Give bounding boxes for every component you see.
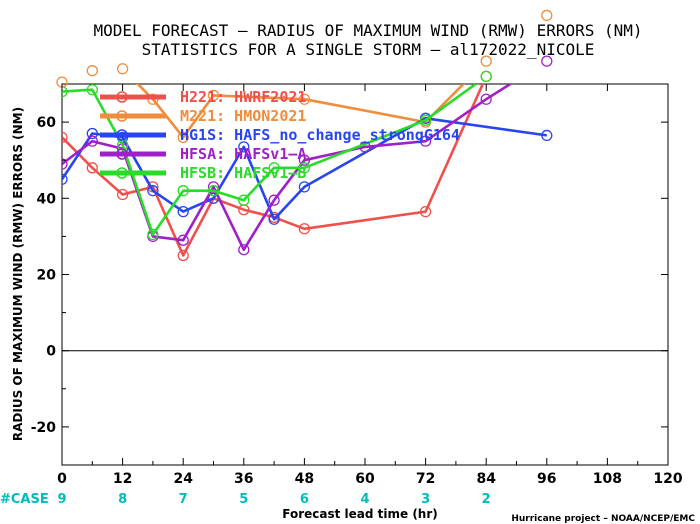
data-point xyxy=(116,63,129,75)
legend-label: HG1S: HAFS_no_change_strongG164 xyxy=(180,126,460,144)
data-point xyxy=(177,249,189,262)
legend-label: HFSA: HAFSv1–A xyxy=(180,145,306,163)
x-tick-label: 24 xyxy=(173,471,193,487)
credit: Hurricane project – NOAA/NCEP/EMC xyxy=(511,514,695,524)
legend-marker xyxy=(116,110,128,122)
chart-subtitle: STATISTICS FOR A SINGLE STORM – al172022… xyxy=(142,40,595,59)
x-tick-label: 96 xyxy=(537,471,556,487)
data-point xyxy=(480,55,492,67)
data-point xyxy=(419,135,432,147)
legend-label: H221: HWRF2021 xyxy=(180,88,306,106)
x-tick-label: 36 xyxy=(234,471,253,487)
y-tick-label: 60 xyxy=(37,115,57,131)
series-4 xyxy=(62,84,478,241)
series-line xyxy=(135,84,466,139)
case-count: 9 xyxy=(57,492,66,507)
data-point xyxy=(298,181,311,193)
data-point xyxy=(62,131,68,143)
data-point xyxy=(177,185,189,197)
x-tick-label: 12 xyxy=(113,471,132,487)
data-point xyxy=(298,223,311,235)
data-point xyxy=(541,129,553,142)
data-point xyxy=(268,194,280,206)
legend-marker xyxy=(116,148,128,160)
data-point xyxy=(147,228,159,241)
data-point xyxy=(62,158,68,170)
legend-label: HFSB: HAFSv1–B xyxy=(180,164,306,182)
data-point xyxy=(177,205,189,218)
y-axis-label: RADIUS OF MAXIMUM WIND (RMW) ERRORS (NM) xyxy=(11,107,25,441)
x-tick-label: 60 xyxy=(355,471,375,487)
data-point xyxy=(541,9,553,22)
data-point xyxy=(419,114,432,126)
data-point xyxy=(298,93,311,105)
data-point xyxy=(480,93,492,105)
data-point xyxy=(268,162,280,174)
outside-markers xyxy=(56,9,553,88)
x-tick-label: 72 xyxy=(416,471,435,487)
legend-item: M221: HMON2021 xyxy=(100,107,306,125)
data-point xyxy=(298,154,311,166)
case-count: 6 xyxy=(300,492,309,507)
data-point xyxy=(480,70,492,83)
data-point xyxy=(207,185,220,197)
x-axis-ticks: 0 12 24 36 48 60 72 84 96 108 120 xyxy=(57,84,683,487)
y-axis-ticks: -20 0 20 40 60 xyxy=(31,83,668,466)
legend-marker xyxy=(116,91,128,103)
data-point xyxy=(238,244,250,256)
x-tick-label: 84 xyxy=(476,471,496,487)
legend-item: HG1S: HAFS_no_change_strongG164 xyxy=(100,126,460,144)
x-axis-label: Forecast lead time (hr) xyxy=(282,507,438,521)
data-point xyxy=(298,162,311,174)
x-tick-label: 48 xyxy=(295,471,314,487)
case-count: 2 xyxy=(482,492,491,507)
case-count: 3 xyxy=(421,492,430,507)
x-tick-label: 120 xyxy=(653,471,682,487)
legend-item: HFSB: HAFSv1–B xyxy=(100,164,306,182)
case-count: 8 xyxy=(118,492,127,507)
y-tick-label: -20 xyxy=(31,420,57,436)
legend-marker xyxy=(116,129,128,141)
case-counts: 9 8 7 5 6 4 3 2 xyxy=(57,492,490,507)
data-point xyxy=(62,173,68,185)
y-tick-label: 20 xyxy=(37,268,57,284)
legend-item: H221: HWRF2021 xyxy=(100,88,306,106)
data-point xyxy=(177,131,189,143)
data-point xyxy=(86,162,98,174)
legend-item: HFSA: HAFSv1–A xyxy=(100,145,306,163)
data-point xyxy=(147,185,159,197)
case-count: 5 xyxy=(239,492,248,507)
case-label: #CASE xyxy=(0,492,49,507)
data-point xyxy=(86,65,98,77)
data-point xyxy=(86,135,98,147)
data-point xyxy=(238,141,250,153)
data-point xyxy=(86,127,98,140)
data-point xyxy=(86,84,98,96)
data-point xyxy=(177,234,189,246)
y-tick-label: 0 xyxy=(46,344,56,360)
case-count: 7 xyxy=(179,492,188,507)
x-tick-label: 0 xyxy=(57,471,67,487)
chart-title: MODEL FORECAST – RADIUS OF MAXIMUM WIND … xyxy=(93,21,642,40)
case-count: 4 xyxy=(360,492,369,507)
data-point xyxy=(419,205,432,218)
data-point xyxy=(207,89,220,102)
data-point xyxy=(541,55,553,67)
legend-marker xyxy=(116,167,128,179)
data-point xyxy=(62,85,68,98)
data-point xyxy=(238,194,250,206)
y-tick-label: 40 xyxy=(37,191,57,207)
data-point xyxy=(268,213,280,225)
x-tick-label: 108 xyxy=(593,471,622,487)
data-point xyxy=(116,188,129,201)
legend-label: M221: HMON2021 xyxy=(180,107,306,125)
series-line xyxy=(62,84,478,236)
